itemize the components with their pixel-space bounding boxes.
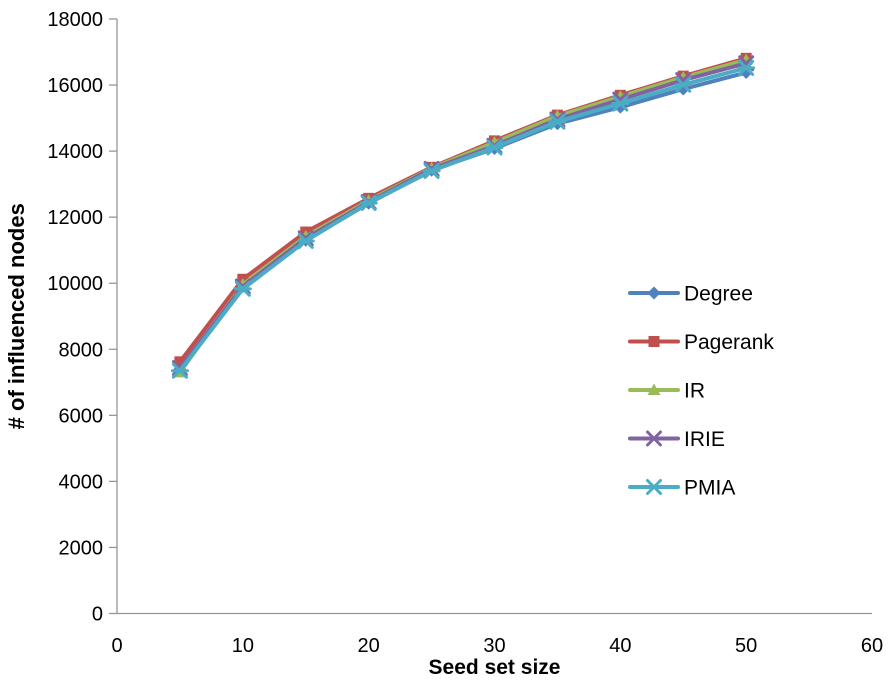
series-pagerank — [174, 52, 752, 368]
asterisk-marker — [485, 139, 504, 156]
asterisk-marker — [296, 232, 315, 249]
series-line-degree — [177, 70, 749, 372]
x-tick-label: 40 — [609, 635, 631, 657]
asterisk-marker — [645, 479, 663, 495]
y-tick-label: 14000 — [47, 141, 103, 163]
x-tick-label: 60 — [861, 635, 883, 657]
legend-item-ir: IR — [628, 380, 705, 403]
square-marker — [174, 356, 186, 368]
y-tick-label: 16000 — [47, 75, 103, 97]
asterisk-marker — [170, 362, 189, 379]
legend-label-irie: IRIE — [684, 428, 725, 451]
x-tick-label: 10 — [232, 635, 254, 657]
x-tick-label: 50 — [735, 635, 757, 657]
legend-item-pagerank: Pagerank — [628, 331, 774, 354]
series-line-pmia — [177, 65, 749, 373]
legend-item-degree: Degree — [628, 283, 753, 306]
legend-item-irie: IRIE — [628, 428, 725, 451]
y-tick-label: 2000 — [59, 537, 104, 559]
series-line-pagerank — [177, 56, 749, 364]
series-line-ir — [177, 57, 749, 375]
y-tick-label: 10000 — [47, 273, 103, 295]
asterisk-marker — [233, 280, 252, 297]
asterisk-marker — [548, 113, 567, 130]
asterisk-marker — [422, 162, 441, 179]
series-line-irie — [177, 61, 749, 371]
y-tick-label: 0 — [92, 604, 103, 626]
y-tick-label: 4000 — [59, 471, 104, 493]
y-tick-label: 8000 — [59, 339, 104, 361]
triangle-marker — [647, 383, 661, 395]
x-axis-title: Seed set size — [429, 656, 561, 679]
asterisk-marker — [674, 76, 693, 93]
legend-item-pmia: PMIA — [628, 477, 735, 500]
asterisk-marker — [737, 59, 756, 76]
legend-label-pmia: PMIA — [684, 477, 735, 500]
diamond-marker — [647, 286, 661, 300]
x-tick-label: 0 — [111, 635, 122, 657]
series-ir — [173, 53, 753, 378]
legend: Degree Pagerank IR IRIE PMIA — [628, 283, 774, 500]
x-tick-label: 30 — [483, 635, 505, 657]
x-tick-label: 20 — [358, 635, 380, 657]
legend-label-ir: IR — [684, 380, 705, 403]
axes: 0 2000 4000 6000 8000 10000 12000 14000 16000 180… — [4, 9, 883, 679]
series-degree — [173, 66, 753, 376]
x-marker — [646, 430, 662, 447]
series-irie — [171, 55, 755, 377]
legend-label-degree: Degree — [684, 283, 753, 306]
y-axis-title: # of influenced nodes — [4, 203, 29, 429]
asterisk-marker — [359, 194, 378, 211]
y-tick-label: 18000 — [47, 9, 103, 31]
y-tick-label: 6000 — [59, 405, 104, 427]
asterisk-marker — [611, 95, 630, 112]
y-tick-label: 12000 — [47, 207, 103, 229]
square-marker — [648, 336, 660, 347]
legend-label-pagerank: Pagerank — [684, 331, 774, 354]
series-pmia — [170, 59, 756, 379]
